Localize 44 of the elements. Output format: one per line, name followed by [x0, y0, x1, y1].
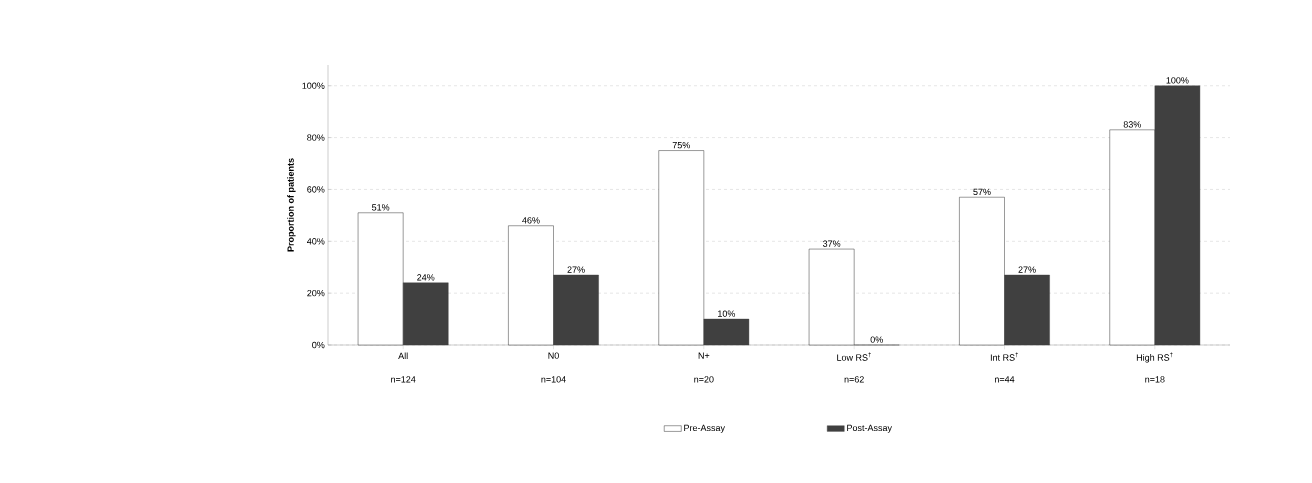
text: n=104: [541, 376, 566, 383]
text: n=62: [844, 376, 864, 383]
y-tick-label: 20%: [307, 289, 325, 297]
bar: [357, 212, 404, 346]
x-tick-label: Int RS$^{†}$: [990, 352, 1019, 361]
data-label: 46%: [522, 217, 540, 224]
bar: [553, 274, 599, 346]
data-label: 0%: [870, 336, 883, 343]
text: n=124: [391, 376, 416, 383]
data-label: 27%: [1018, 266, 1036, 273]
legend-label: Pre-Assay: [684, 424, 725, 433]
y-tick-label: 100%: [302, 82, 325, 89]
data-label: 51%: [371, 204, 390, 211]
data-label: 10%: [718, 310, 736, 317]
x-tick-label: Low RS$^{†}$: [837, 352, 871, 361]
text: n=18: [1145, 376, 1165, 383]
bar: [703, 318, 750, 346]
y-axis-title: Proportion of patients: [287, 158, 296, 252]
data-label: 100%: [1166, 77, 1189, 84]
y-tick-label: 40%: [307, 238, 325, 245]
data-label: 27%: [567, 266, 585, 273]
bar: [402, 282, 449, 346]
data-label: 57%: [973, 188, 991, 196]
bar: [1004, 274, 1050, 346]
bar: [508, 225, 554, 346]
bar: [1154, 85, 1201, 346]
y-tick-label: 60%: [307, 186, 325, 193]
x-tick-label: N+: [698, 352, 710, 359]
bar: [1109, 129, 1156, 346]
text: n=20: [694, 376, 714, 383]
data-label: 75%: [672, 142, 690, 149]
x-tick-label: N0: [548, 352, 559, 359]
data-label: 24%: [417, 274, 435, 281]
y-tick-label: 0%: [312, 341, 325, 349]
data-label: 83%: [1123, 121, 1141, 128]
data-label: 37%: [822, 240, 841, 247]
bar: [808, 248, 855, 346]
bar: [959, 197, 1005, 346]
x-tick-label: High RS$^{†}$: [1136, 352, 1173, 363]
x-tick-label: All: [398, 352, 408, 359]
legend-label: Post-Assay: [847, 424, 892, 433]
text: n=44: [994, 376, 1015, 383]
y-tick-label: 80%: [307, 134, 325, 141]
bar: [658, 150, 705, 346]
